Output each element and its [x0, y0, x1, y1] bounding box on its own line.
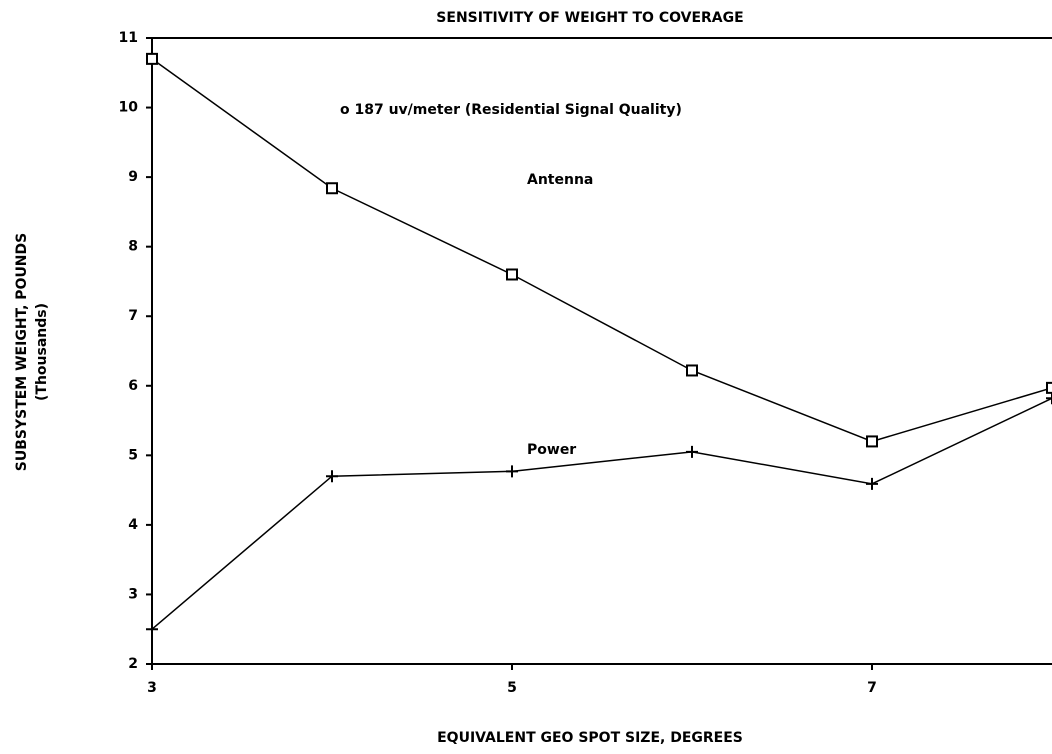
chart-title: SENSITIVITY OF WEIGHT TO COVERAGE [436, 10, 743, 26]
annotation: o 187 uv/meter (Residential Signal Quali… [340, 102, 682, 118]
marker [146, 623, 158, 636]
x-axis-label: EQUIVALENT GEO SPOT SIZE, DEGREES [437, 730, 743, 746]
series-label: Power [527, 442, 576, 458]
marker [506, 465, 518, 478]
marker [1046, 381, 1052, 394]
y-tick-label: 2 [128, 656, 138, 672]
marker [1046, 392, 1052, 405]
marker [866, 435, 878, 448]
marker [146, 52, 158, 65]
y-tick-label: 10 [119, 100, 139, 116]
marker [866, 477, 878, 490]
series-line [151, 397, 1052, 630]
marker [686, 364, 698, 377]
series-line [151, 58, 1052, 443]
y-tick-label: 8 [128, 239, 138, 255]
y-tick-label: 5 [128, 447, 138, 463]
y-tick-label: 3 [128, 586, 138, 602]
y-tick-label: 9 [128, 169, 138, 185]
y-tick-label: 4 [128, 517, 138, 533]
x-tick-label: 3 [147, 680, 157, 696]
marker [686, 445, 698, 458]
y-tick-label: 11 [119, 30, 138, 46]
x-tick-label: 7 [867, 680, 877, 696]
plot-area [146, 52, 1052, 636]
y-tick-label: 7 [128, 308, 138, 324]
y-axis-label: SUBSYSTEM WEIGHT, POUNDS [14, 233, 30, 471]
marker [326, 182, 338, 195]
marker [326, 470, 338, 483]
x-tick-label: 5 [507, 680, 517, 696]
marker [506, 268, 518, 281]
y-tick-label: 6 [128, 378, 138, 394]
series-label: Antenna [527, 172, 593, 188]
y-axis-sublabel: (Thousands) [34, 303, 50, 401]
